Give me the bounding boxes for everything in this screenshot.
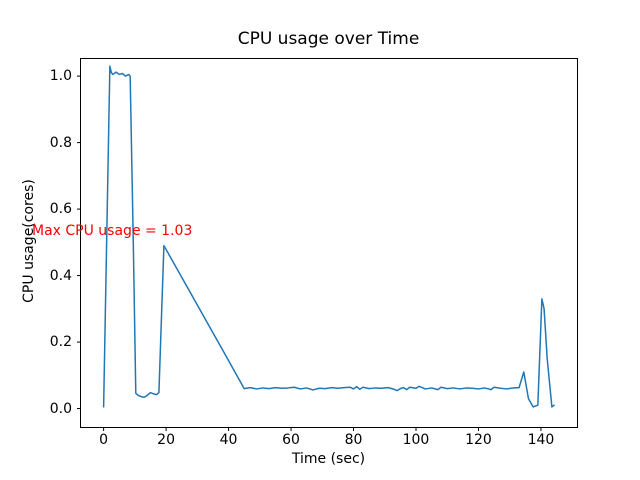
y-tick-label: 0.8 [49,134,72,151]
x-tick-label: 0 [99,432,109,448]
y-tick-label: 0.0 [49,400,72,417]
max-cpu-annotation-text: Max CPU usage = 1.03 [32,223,193,239]
x-tick-label: 140 [527,432,555,448]
cpu-usage-line [102,65,555,408]
y-tick-label: 1.0 [49,68,72,85]
y-axis-label: CPU usage(cores) [21,179,37,303]
x-axis-label: Time (sec) [291,451,366,467]
chart-title: CPU usage over Time [237,29,420,49]
y-tick-label: 0.6 [49,201,72,218]
x-tick-label: 60 [282,432,300,448]
x-tick-label: 20 [157,432,175,448]
x-tick-label: 80 [344,432,363,448]
x-tick-label: 120 [465,432,492,448]
y-tick-label: 0.2 [49,334,72,351]
x-tick-label: 40 [219,432,238,448]
x-tick-label: 100 [402,432,430,448]
y-tick-label: 0.4 [49,267,72,284]
plot-frame [80,58,578,428]
